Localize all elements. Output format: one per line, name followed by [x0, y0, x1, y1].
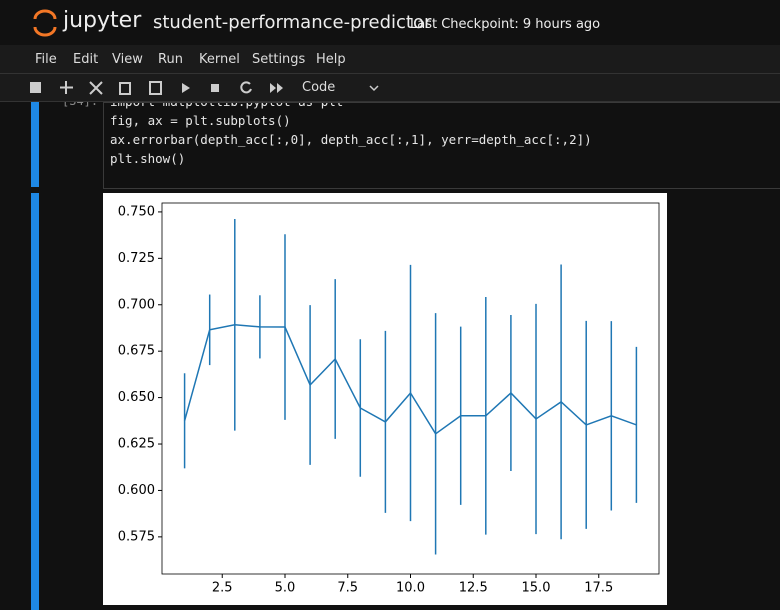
- menu-item[interactable]: Settings: [252, 52, 306, 67]
- x-tick-label: 7.5: [337, 581, 358, 596]
- y-tick-label: 0.625: [118, 437, 155, 452]
- cell-type-select[interactable]: Code: [302, 80, 336, 95]
- code-line: fig, ax = plt.subplots(): [110, 113, 291, 128]
- x-tick-label: 17.5: [584, 581, 613, 596]
- menu-item[interactable]: File: [35, 52, 57, 67]
- run-button[interactable]: [182, 83, 190, 93]
- menu-item[interactable]: Kernel: [199, 52, 240, 67]
- x-tick-label: 2.5: [212, 581, 233, 596]
- x-tick-label: 10.0: [396, 581, 425, 596]
- x-tick-label: 5.0: [275, 581, 296, 596]
- copy-button[interactable]: [119, 82, 131, 95]
- output-selected-bar: [31, 193, 39, 610]
- y-tick-label: 0.650: [118, 390, 155, 405]
- save-button[interactable]: [30, 82, 41, 93]
- cell-prompt: [34]:: [62, 102, 98, 108]
- logo-text: jupyter: [63, 8, 142, 33]
- checkpoint: Last Checkpoint: 9 hours ago: [410, 17, 601, 32]
- code-line: ax.errorbar(depth_acc[:,0], depth_acc[:,…: [110, 132, 592, 147]
- line: [183, 324, 637, 435]
- stop-button[interactable]: [211, 84, 219, 92]
- y-tick-label: 0.600: [118, 483, 155, 498]
- notebook-title[interactable]: student-performance-predictor: [153, 12, 432, 33]
- cell-selected-bar: [31, 102, 39, 187]
- menu-item[interactable]: Help: [316, 52, 346, 67]
- add-button[interactable]: [60, 81, 73, 94]
- header: jupyter student-performance-predictor La…: [0, 0, 780, 45]
- y-tick-label: 0.575: [118, 529, 155, 544]
- code-cell[interactable]: import matplotlib.pyplot as plt fig, ax =…: [103, 102, 780, 189]
- chart: 0.575 0.600 0.625 0.650 0.675 0.700 0.725 0.750…: [103, 193, 667, 605]
- toolbar: Code: [0, 74, 780, 102]
- run-all-button[interactable]: [270, 83, 283, 93]
- x-tick-label: 15.0: [522, 581, 551, 596]
- menu-item[interactable]: Edit: [73, 52, 99, 67]
- menu-bar: File Edit View Run Kernel Settings Help: [0, 45, 780, 74]
- axes-frame: [161, 202, 660, 575]
- code-line: import matplotlib.pyplot as plt: [110, 103, 343, 109]
- x-tick-label: 12.5: [459, 581, 488, 596]
- y-tick-label: 0.725: [118, 251, 155, 266]
- cut-button[interactable]: [89, 81, 103, 95]
- paste-button[interactable]: [149, 81, 162, 95]
- prompt-clip: [34]:: [62, 102, 102, 112]
- dropdown-arrow: [369, 85, 379, 92]
- y-tick-label: 0.700: [118, 297, 155, 312]
- toolbar-icons: [30, 81, 283, 95]
- logo-icon: [33, 9, 57, 37]
- menu-item[interactable]: Run: [158, 52, 183, 67]
- y-tick-label: 0.675: [118, 344, 155, 359]
- code-line: plt.show(): [110, 151, 186, 166]
- restart-button[interactable]: [240, 81, 252, 94]
- y-tick-label: 0.750: [118, 204, 155, 219]
- menu-item[interactable]: View: [112, 52, 143, 67]
